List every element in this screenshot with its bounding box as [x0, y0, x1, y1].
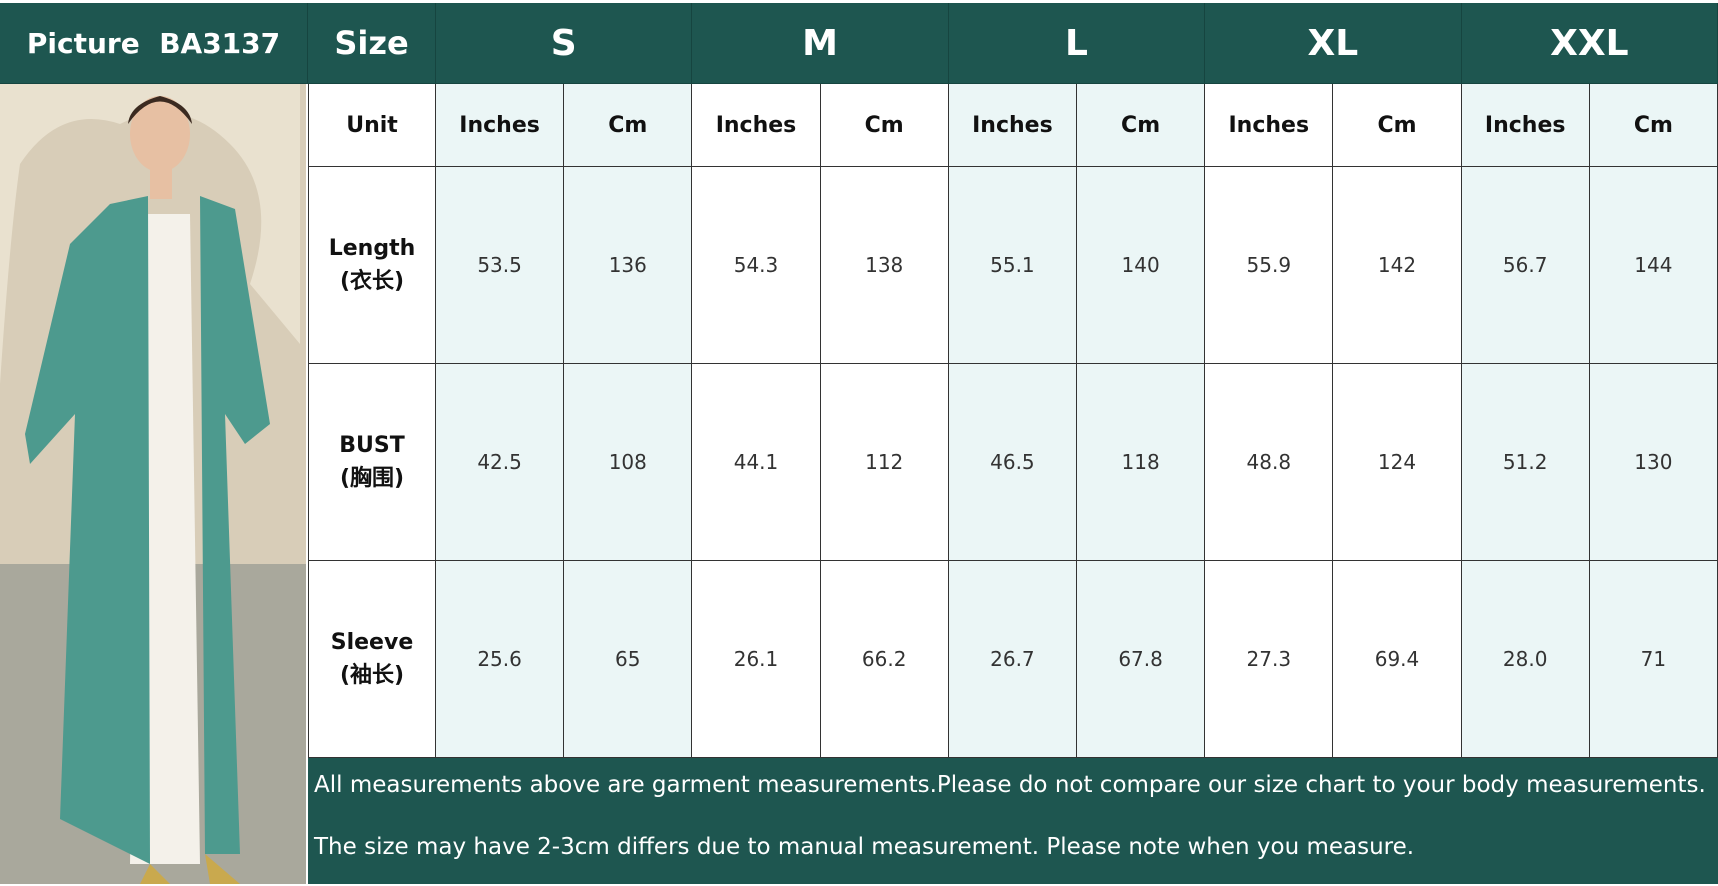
product-picture	[0, 84, 306, 884]
measurement: 28.0	[1461, 561, 1590, 758]
row-label: BUST (胸围)	[308, 364, 436, 561]
unit-label: Unit	[308, 84, 436, 167]
row-label-text: BUST	[339, 433, 405, 458]
measurement: 56.7	[1461, 167, 1590, 364]
size-label: S	[436, 3, 693, 84]
unit-header: Cm	[1333, 84, 1462, 167]
measurement: 46.5	[948, 364, 1077, 561]
unit-header: Inches	[436, 84, 565, 167]
unit-header: Inches	[1205, 84, 1334, 167]
note: All measurements above are garment measu…	[314, 772, 1706, 798]
measurement: 27.3	[1205, 561, 1334, 758]
measurement: 42.5	[436, 364, 565, 561]
unit-header: Cm	[820, 84, 949, 167]
row-label: Length (衣长)	[308, 167, 436, 364]
size-label: XL	[1205, 3, 1462, 84]
measurement: 124	[1333, 364, 1462, 561]
measurement: 51.2	[1461, 364, 1590, 561]
measurement: 71	[1589, 561, 1718, 758]
unit-header: Cm	[1589, 84, 1718, 167]
measurement: 26.7	[948, 561, 1077, 758]
measurement: 140	[1077, 167, 1206, 364]
measurement: 65	[564, 561, 693, 758]
measurement: 66.2	[820, 561, 949, 758]
measurement: 55.1	[948, 167, 1077, 364]
size-header: Size	[308, 3, 436, 84]
measurement: 53.5	[436, 167, 565, 364]
measurement: 138	[820, 167, 949, 364]
size-label: L	[948, 3, 1206, 84]
measurement: 54.3	[692, 167, 821, 364]
unit-header: Inches	[948, 84, 1077, 167]
row-label-text: (衣长)	[339, 269, 405, 294]
measurement: 69.4	[1333, 561, 1462, 758]
note-area: All measurements above are garment measu…	[308, 758, 1718, 884]
measurement: 130	[1589, 364, 1718, 561]
row-label-text: Sleeve	[330, 630, 414, 655]
measurement: 118	[1077, 364, 1206, 561]
unit-header: Cm	[1077, 84, 1206, 167]
picture-header: Picture BA3137	[0, 3, 308, 84]
note: The size may have 2-3cm differs due to m…	[314, 834, 1415, 860]
measurement: 55.9	[1205, 167, 1334, 364]
row-label-text: (袖长)	[339, 663, 405, 688]
row-label-text: Length	[328, 236, 416, 261]
measurement: 136	[564, 167, 693, 364]
measurement: 142	[1333, 167, 1462, 364]
unit-header: Inches	[1461, 84, 1590, 167]
measurement: 112	[820, 364, 949, 561]
measurement: 108	[564, 364, 693, 561]
row-label: Sleeve (袖长)	[308, 561, 436, 758]
row-label-text: (胸围)	[339, 466, 405, 491]
measurement: 144	[1589, 167, 1718, 364]
unit-header: Cm	[564, 84, 693, 167]
size-label: XXL	[1461, 3, 1718, 84]
measurement: 25.6	[436, 561, 565, 758]
measurement: 26.1	[692, 561, 821, 758]
size-label: M	[692, 3, 949, 84]
measurement: 44.1	[692, 364, 821, 561]
measurement: 48.8	[1205, 364, 1334, 561]
measurement: 67.8	[1077, 561, 1206, 758]
unit-header: Inches	[692, 84, 821, 167]
